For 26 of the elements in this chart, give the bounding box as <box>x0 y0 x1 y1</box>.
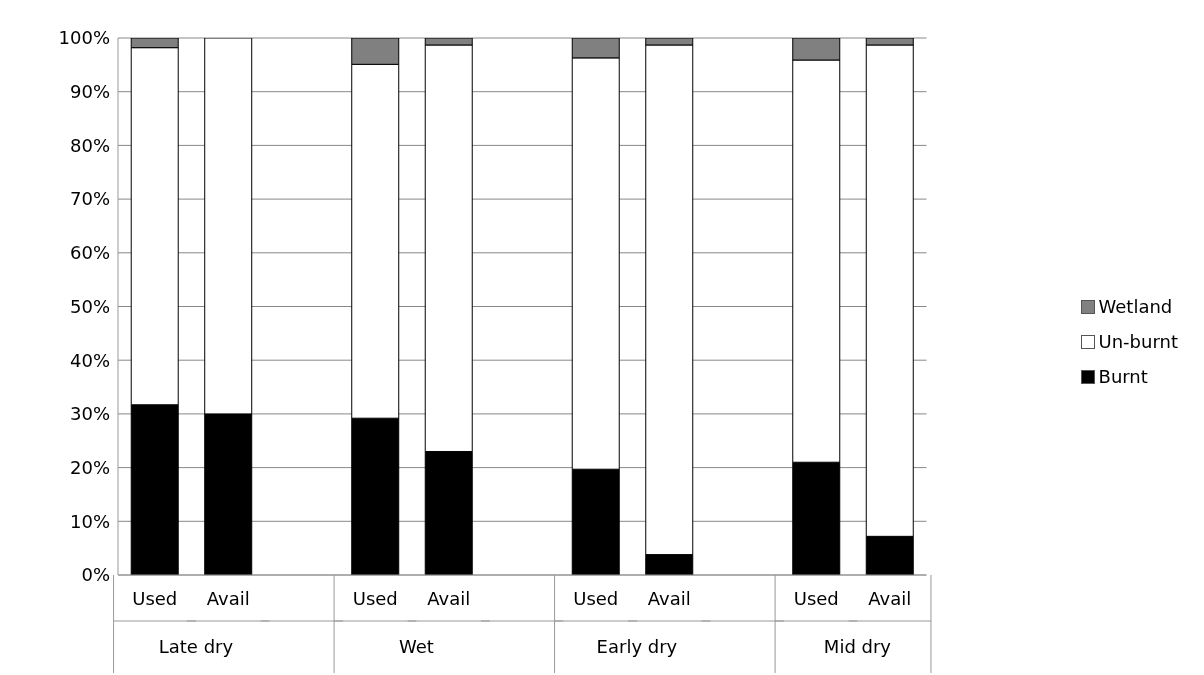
y-tick-label: 100% <box>58 27 110 49</box>
x-tick-label: Used <box>573 588 619 609</box>
y-tick-label: 50% <box>69 295 110 317</box>
y-tick-label: 0% <box>81 564 110 586</box>
text: Wet <box>399 636 434 657</box>
x-tick-label: Used <box>352 588 398 609</box>
y-tick-label: 40% <box>69 349 110 371</box>
legend-label: Wetland <box>1098 296 1173 317</box>
text: Un-burnt <box>1098 331 1178 352</box>
y-tick-label: 30% <box>69 403 110 425</box>
y-tick-label: 90% <box>69 81 110 103</box>
y-tick-label: 20% <box>69 456 110 478</box>
x-tick-label: Avail <box>427 588 471 609</box>
y-tick-label: 10% <box>69 510 110 532</box>
y-tick-label: 60% <box>69 242 110 264</box>
x-tick-label: Avail <box>206 588 250 609</box>
y-tick-label: 70% <box>69 188 110 210</box>
x-tick-label: Used <box>793 588 839 609</box>
x-tick-label: Avail <box>647 588 691 609</box>
text: Late dry <box>158 636 234 657</box>
text: Early dry <box>596 636 678 657</box>
legend-label: Burnt <box>1098 366 1148 387</box>
y-tick-label: 80% <box>69 134 110 156</box>
text: Mid dry <box>823 636 892 657</box>
x-tick-label: Used <box>132 588 178 609</box>
x-tick-label: Avail <box>868 588 912 609</box>
